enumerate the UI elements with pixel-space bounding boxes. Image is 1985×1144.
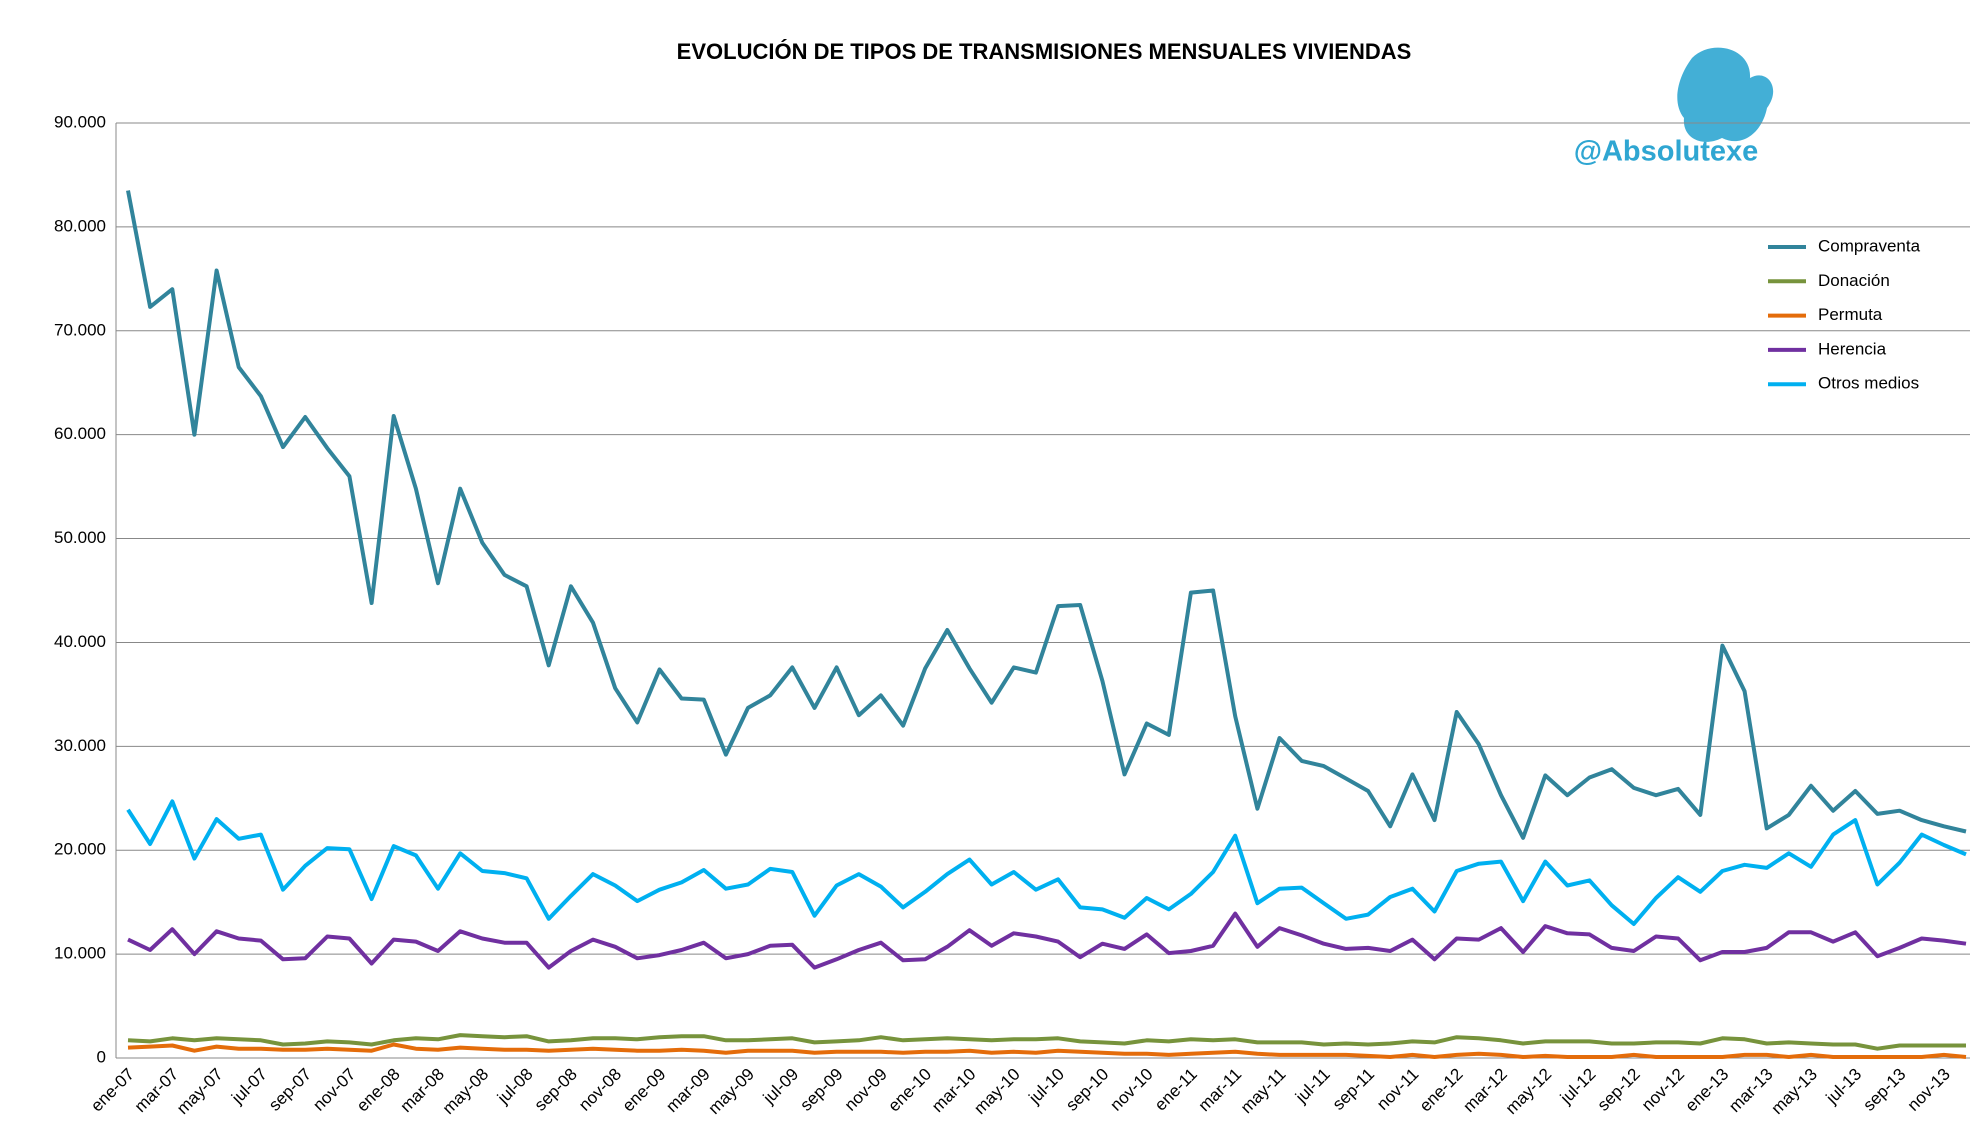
y-tick-label: 40.000 xyxy=(54,632,106,651)
y-tick-label: 20.000 xyxy=(54,840,106,859)
chart-title: EVOLUCIÓN DE TIPOS DE TRANSMISIONES MENS… xyxy=(677,39,1412,64)
y-tick-label: 0 xyxy=(97,1047,106,1066)
legend-label: Otros medios xyxy=(1818,374,1919,393)
legend-label: Donación xyxy=(1818,271,1890,290)
y-tick-label: 60.000 xyxy=(54,424,106,443)
legend-label: Compraventa xyxy=(1818,236,1921,255)
series-line xyxy=(126,190,1967,840)
griffin-logo xyxy=(1677,47,1774,142)
watermark: @Absolutexe xyxy=(1574,136,1759,168)
y-tick-label: 10.000 xyxy=(54,944,106,963)
series-line xyxy=(126,799,1967,926)
legend-label: Herencia xyxy=(1818,339,1887,358)
y-tick-label: 30.000 xyxy=(54,736,106,755)
series-line xyxy=(127,1042,1967,1059)
series-line xyxy=(127,911,1967,970)
legend-label: Permuta xyxy=(1818,305,1883,324)
series-line xyxy=(127,1033,1966,1051)
y-tick-label: 80.000 xyxy=(54,216,106,235)
y-tick-label: 90.000 xyxy=(54,112,106,131)
y-tick-label: 50.000 xyxy=(54,528,106,547)
y-tick-label: 70.000 xyxy=(54,320,106,339)
